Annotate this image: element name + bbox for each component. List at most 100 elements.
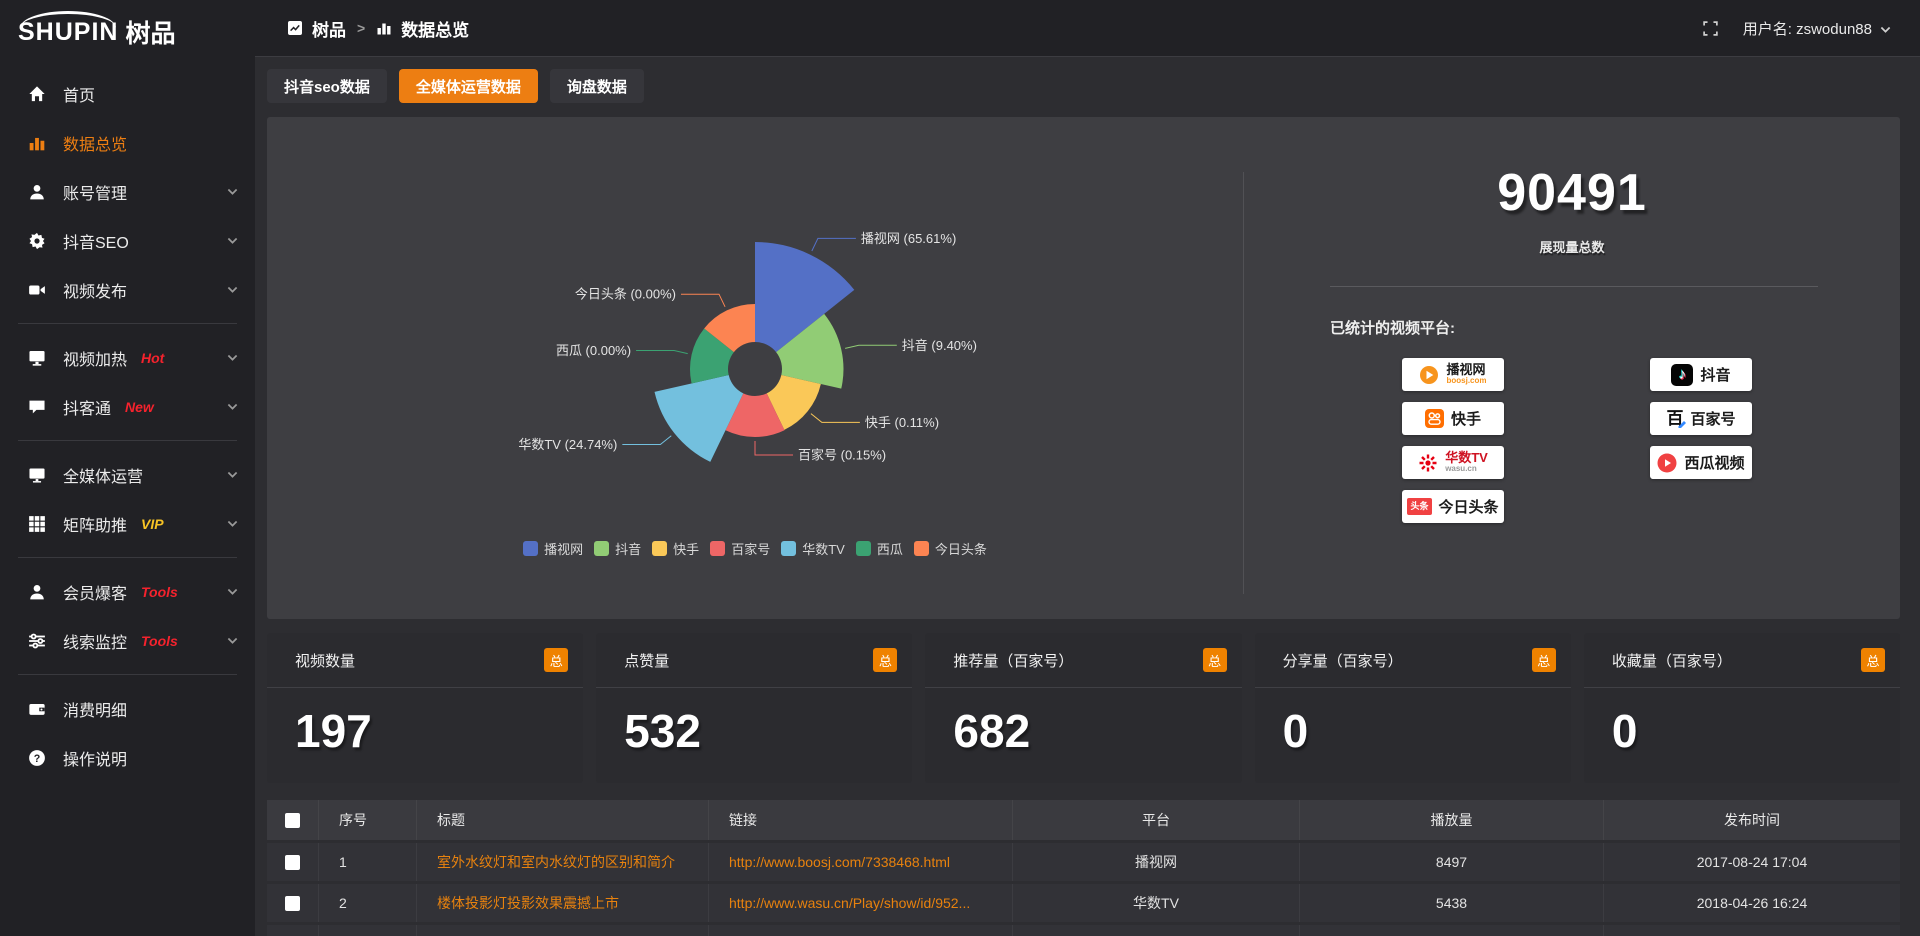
chevron-down-icon [226, 634, 239, 647]
sidebar-item-7[interactable]: 抖客通 New [0, 382, 255, 431]
stat-card-header: 推荐量（百家号） 总 [925, 633, 1242, 688]
topbar: 树品 > 数据总览 用户名: zswodun88 [255, 0, 1920, 57]
stat-card-title: 点赞量 [624, 652, 670, 670]
toutiao-logo: 头条 [1407, 498, 1432, 515]
cell-link[interactable]: http://www.wasu.cn/Play/show/id/952... [709, 884, 1013, 922]
sidebar-item-label: 矩阵助推 [63, 517, 128, 535]
sidebar: SHUPIN 树品 首页数据总览 账号管理 抖音SEO 视频发布视频加热 Hot 抖客通 N… [0, 0, 255, 936]
sidebar-item-3[interactable]: 抖音SEO [0, 216, 255, 265]
cell-index: 2 [319, 884, 417, 922]
breadcrumb-separator: > [357, 20, 366, 36]
row-checkbox[interactable] [285, 855, 300, 871]
platform-name: 抖音 [1700, 367, 1731, 384]
logo[interactable]: SHUPIN 树品 [0, 0, 255, 57]
legend-item-1[interactable]: 抖音 [594, 539, 641, 558]
fullscreen-icon[interactable] [1702, 20, 1719, 37]
user-icon [28, 583, 46, 601]
pie-label: 快手 (0.11%) [865, 415, 939, 430]
sidebar-item-16[interactable]: ? 操作说明 [0, 733, 255, 782]
platform-name: 华数TV [1445, 450, 1488, 466]
empty-cell [267, 925, 319, 936]
pie-slice-4[interactable] [654, 375, 744, 462]
legend-item-3[interactable]: 百家号 [710, 539, 770, 558]
legend-marker [710, 541, 726, 556]
cell-title[interactable]: 楼体投影灯投影效果震撼上市 [417, 884, 709, 922]
sidebar-item-6[interactable]: 视频加热 Hot [0, 333, 255, 382]
pie-label-line [754, 440, 793, 456]
empty-cell [1013, 925, 1300, 936]
stat-card-0: 视频数量 总 197 [267, 633, 584, 783]
chevron-down-icon [226, 400, 239, 413]
stat-card-header: 视频数量 总 [267, 633, 584, 688]
stat-card-value: 197 [295, 705, 372, 757]
legend-item-4[interactable]: 华数TV [781, 539, 845, 558]
panel-divider [1243, 172, 1244, 594]
sidebar-item-1[interactable]: 数据总览 [0, 118, 255, 167]
sidebar-item-12[interactable]: 会员爆客 Tools [0, 567, 255, 616]
pie-slice-1[interactable] [776, 313, 844, 389]
kuaishou-logo [1424, 409, 1444, 428]
pie-slice-6[interactable] [704, 304, 755, 353]
sidebar-menu: 首页 数据总览 账号管理 抖音SEO 视频发布 视频加热 Hot 抖客通 New 全媒体运营 矩阵助… [0, 57, 255, 782]
legend-marker [594, 541, 610, 556]
empty-cell [1300, 925, 1604, 936]
sidebar-item-0[interactable]: 首页 [0, 69, 255, 118]
legend-item-0[interactable]: 播视网 [523, 539, 583, 558]
sidebar-item-10[interactable]: 矩阵助推 VIP [0, 499, 255, 548]
sidebar-item-4[interactable]: 视频发布 [0, 265, 255, 314]
legend-item-2[interactable]: 快手 [652, 539, 699, 558]
logo-suffix: 树品 [125, 20, 176, 48]
sidebar-item-9[interactable]: 全媒体运营 [0, 450, 255, 499]
legend-item-5[interactable]: 西瓜 [855, 539, 903, 558]
tab-1[interactable]: 全媒体运营数据 [398, 69, 538, 103]
stat-card-4: 收藏量（百家号） 总 0 [1583, 633, 1901, 783]
cell-link[interactable]: http://www.boosj.com/7338468.html [709, 843, 1013, 881]
legend-marker [652, 541, 668, 556]
chat-icon [28, 398, 46, 416]
chevron-down-icon [226, 585, 239, 598]
tab-2[interactable]: 询盘数据 [549, 69, 644, 103]
platform-left-badge-2: 华数TV wasu.cn [1402, 446, 1504, 479]
user-menu[interactable]: 用户名: zswodun88 [1743, 18, 1891, 39]
platform-left-badge-3: 头条 今日头条 [1402, 490, 1504, 523]
total-impressions-value: 90491 [1497, 164, 1647, 222]
pie-slice-0[interactable] [755, 242, 855, 353]
platforms-label: 已统计的视频平台: [1330, 320, 1455, 337]
cell-time: 2017-08-24 17:04 [1604, 843, 1900, 881]
boosj-logo [1420, 365, 1439, 384]
sidebar-item-13[interactable]: 线索监控 Tools [0, 616, 255, 665]
sidebar-divider [18, 323, 237, 324]
sidebar-item-badge: New [125, 398, 154, 415]
platform-left-badge-1: 快手 [1402, 402, 1504, 435]
pie-label: 西瓜 (0.00%) [556, 343, 631, 358]
legend-item-6[interactable]: 今日头条 [913, 539, 987, 558]
sidebar-item-2[interactable]: 账号管理 [0, 167, 255, 216]
main-content: 抖音seo数据 全媒体运营数据 询盘数据 播视网 (65.61%) 抖音 (9.40%… [255, 58, 1920, 936]
pie-slice-5[interactable] [690, 328, 734, 384]
breadcrumb-item-current: 数据总览 [401, 20, 470, 40]
legend-marker [523, 541, 539, 556]
cell-title[interactable]: 室外水纹灯和室内水纹灯的区别和简介 [417, 843, 709, 881]
chevron-down-icon [226, 468, 239, 481]
stat-card-title: 视频数量 [295, 652, 356, 670]
sidebar-item-label: 首页 [63, 87, 96, 105]
sliders-icon [28, 632, 46, 650]
legend-marker [913, 541, 929, 556]
sidebar-item-15[interactable]: 消费明细 [0, 684, 255, 733]
sidebar-item-label: 消费明细 [63, 702, 128, 720]
xigua-logo [1657, 453, 1677, 472]
breadcrumb-item-home[interactable]: 树品 [312, 20, 346, 40]
tab-0[interactable]: 抖音seo数据 [267, 69, 387, 103]
stat-card-header: 点赞量 总 [596, 633, 913, 688]
pie-label-line [810, 413, 860, 423]
row-checkbox[interactable] [285, 896, 300, 912]
pie-slice-3[interactable] [725, 393, 785, 437]
chevron-down-icon [226, 185, 239, 198]
pie-slice-2[interactable] [766, 375, 821, 430]
column-header: 平台 [1013, 800, 1300, 840]
rose-chart-area: 播视网 (65.61%) 抖音 (9.40%) 快手 (0.11%) 百家号 (0.1… [267, 117, 1243, 619]
select-all-checkbox[interactable] [285, 813, 300, 829]
legend-label: 今日头条 [934, 542, 987, 557]
cell-time: 2018-04-26 16:24 [1604, 884, 1900, 922]
chevron-down-icon [226, 234, 239, 247]
